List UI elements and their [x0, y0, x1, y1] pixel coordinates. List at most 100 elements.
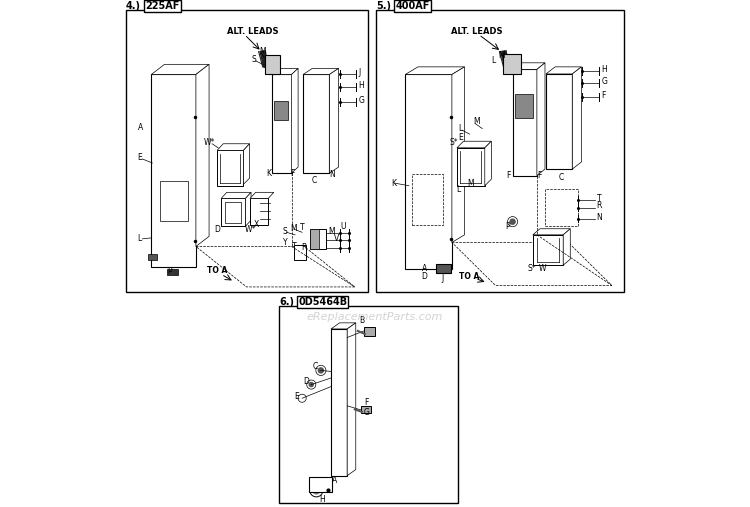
Bar: [361, 406, 371, 413]
Bar: [457, 148, 484, 186]
Polygon shape: [572, 67, 581, 169]
Bar: [279, 306, 458, 503]
Text: R: R: [596, 201, 602, 210]
Polygon shape: [152, 64, 209, 75]
Text: S: S: [251, 55, 256, 64]
Bar: [331, 329, 347, 476]
Text: G: G: [364, 408, 370, 417]
Bar: [436, 264, 451, 273]
Text: T: T: [596, 194, 602, 203]
Text: J: J: [442, 274, 444, 283]
Bar: [532, 235, 563, 265]
Circle shape: [309, 383, 314, 387]
Polygon shape: [303, 68, 338, 75]
Text: 0D5464B: 0D5464B: [298, 297, 347, 307]
Text: A: A: [422, 264, 427, 273]
Bar: [160, 180, 188, 221]
Text: 5.): 5.): [376, 1, 391, 11]
Text: H: H: [602, 65, 607, 74]
Text: F: F: [602, 91, 605, 100]
Text: H: H: [358, 81, 364, 90]
Text: 4.): 4.): [126, 1, 141, 11]
Polygon shape: [452, 67, 464, 242]
Polygon shape: [329, 68, 338, 173]
Bar: [250, 198, 268, 225]
Bar: [364, 327, 375, 336]
Text: M: M: [260, 47, 266, 56]
Text: N: N: [596, 212, 602, 222]
Text: TO A: TO A: [460, 272, 480, 281]
Polygon shape: [221, 192, 251, 198]
Bar: [148, 254, 158, 260]
Polygon shape: [292, 68, 298, 173]
Text: C: C: [558, 173, 563, 182]
Bar: [126, 10, 368, 292]
Bar: [217, 151, 244, 186]
Bar: [512, 69, 537, 175]
Polygon shape: [484, 141, 491, 186]
Polygon shape: [196, 64, 209, 246]
Text: D: D: [422, 272, 428, 281]
Polygon shape: [537, 63, 545, 175]
Text: C: C: [311, 176, 316, 185]
Bar: [303, 75, 329, 173]
Text: F: F: [506, 171, 511, 180]
Text: D: D: [303, 377, 309, 386]
Polygon shape: [272, 68, 298, 75]
Circle shape: [318, 368, 323, 373]
Polygon shape: [563, 229, 570, 265]
Bar: [309, 477, 332, 492]
Text: S: S: [283, 227, 288, 236]
Text: Y: Y: [283, 238, 287, 247]
Text: G: G: [358, 96, 364, 105]
Text: R: R: [302, 243, 307, 252]
Polygon shape: [250, 192, 274, 198]
Polygon shape: [512, 63, 545, 69]
Text: K: K: [267, 169, 272, 177]
Text: X: X: [254, 220, 259, 229]
Text: M: M: [473, 117, 480, 126]
Bar: [413, 174, 442, 225]
Polygon shape: [405, 67, 464, 75]
Text: C: C: [312, 362, 317, 371]
Bar: [545, 189, 578, 226]
Text: L: L: [458, 124, 463, 133]
Text: F: F: [364, 398, 368, 407]
Text: A: A: [138, 123, 143, 132]
Text: E: E: [294, 392, 298, 401]
Text: W*: W*: [204, 138, 215, 147]
Bar: [515, 94, 532, 119]
Text: J: J: [358, 68, 361, 78]
Text: T: T: [300, 223, 304, 232]
Text: G: G: [602, 77, 607, 86]
Polygon shape: [532, 229, 570, 235]
Bar: [272, 75, 292, 173]
Polygon shape: [244, 144, 250, 184]
Text: V: V: [334, 234, 339, 243]
Bar: [152, 75, 196, 267]
Text: eReplacementParts.com: eReplacementParts.com: [307, 312, 443, 322]
Text: A: A: [332, 476, 338, 485]
Bar: [310, 229, 320, 249]
Circle shape: [313, 487, 320, 494]
Text: L: L: [137, 234, 142, 243]
Bar: [310, 229, 326, 249]
Text: D: D: [214, 225, 220, 234]
Text: N: N: [329, 170, 335, 178]
Text: M: M: [328, 227, 335, 236]
Bar: [265, 55, 280, 75]
Text: 225AF: 225AF: [146, 1, 180, 11]
Polygon shape: [546, 67, 581, 74]
Text: M: M: [290, 224, 297, 233]
Text: 6.): 6.): [279, 297, 294, 307]
Polygon shape: [457, 141, 491, 148]
Text: W*: W*: [245, 225, 256, 234]
Text: F: F: [537, 171, 542, 180]
Text: M: M: [467, 179, 474, 188]
Polygon shape: [347, 323, 355, 476]
Bar: [405, 75, 452, 269]
Text: U: U: [340, 222, 346, 231]
Text: E: E: [458, 133, 463, 142]
Bar: [294, 245, 306, 260]
Text: TO A: TO A: [207, 266, 227, 275]
